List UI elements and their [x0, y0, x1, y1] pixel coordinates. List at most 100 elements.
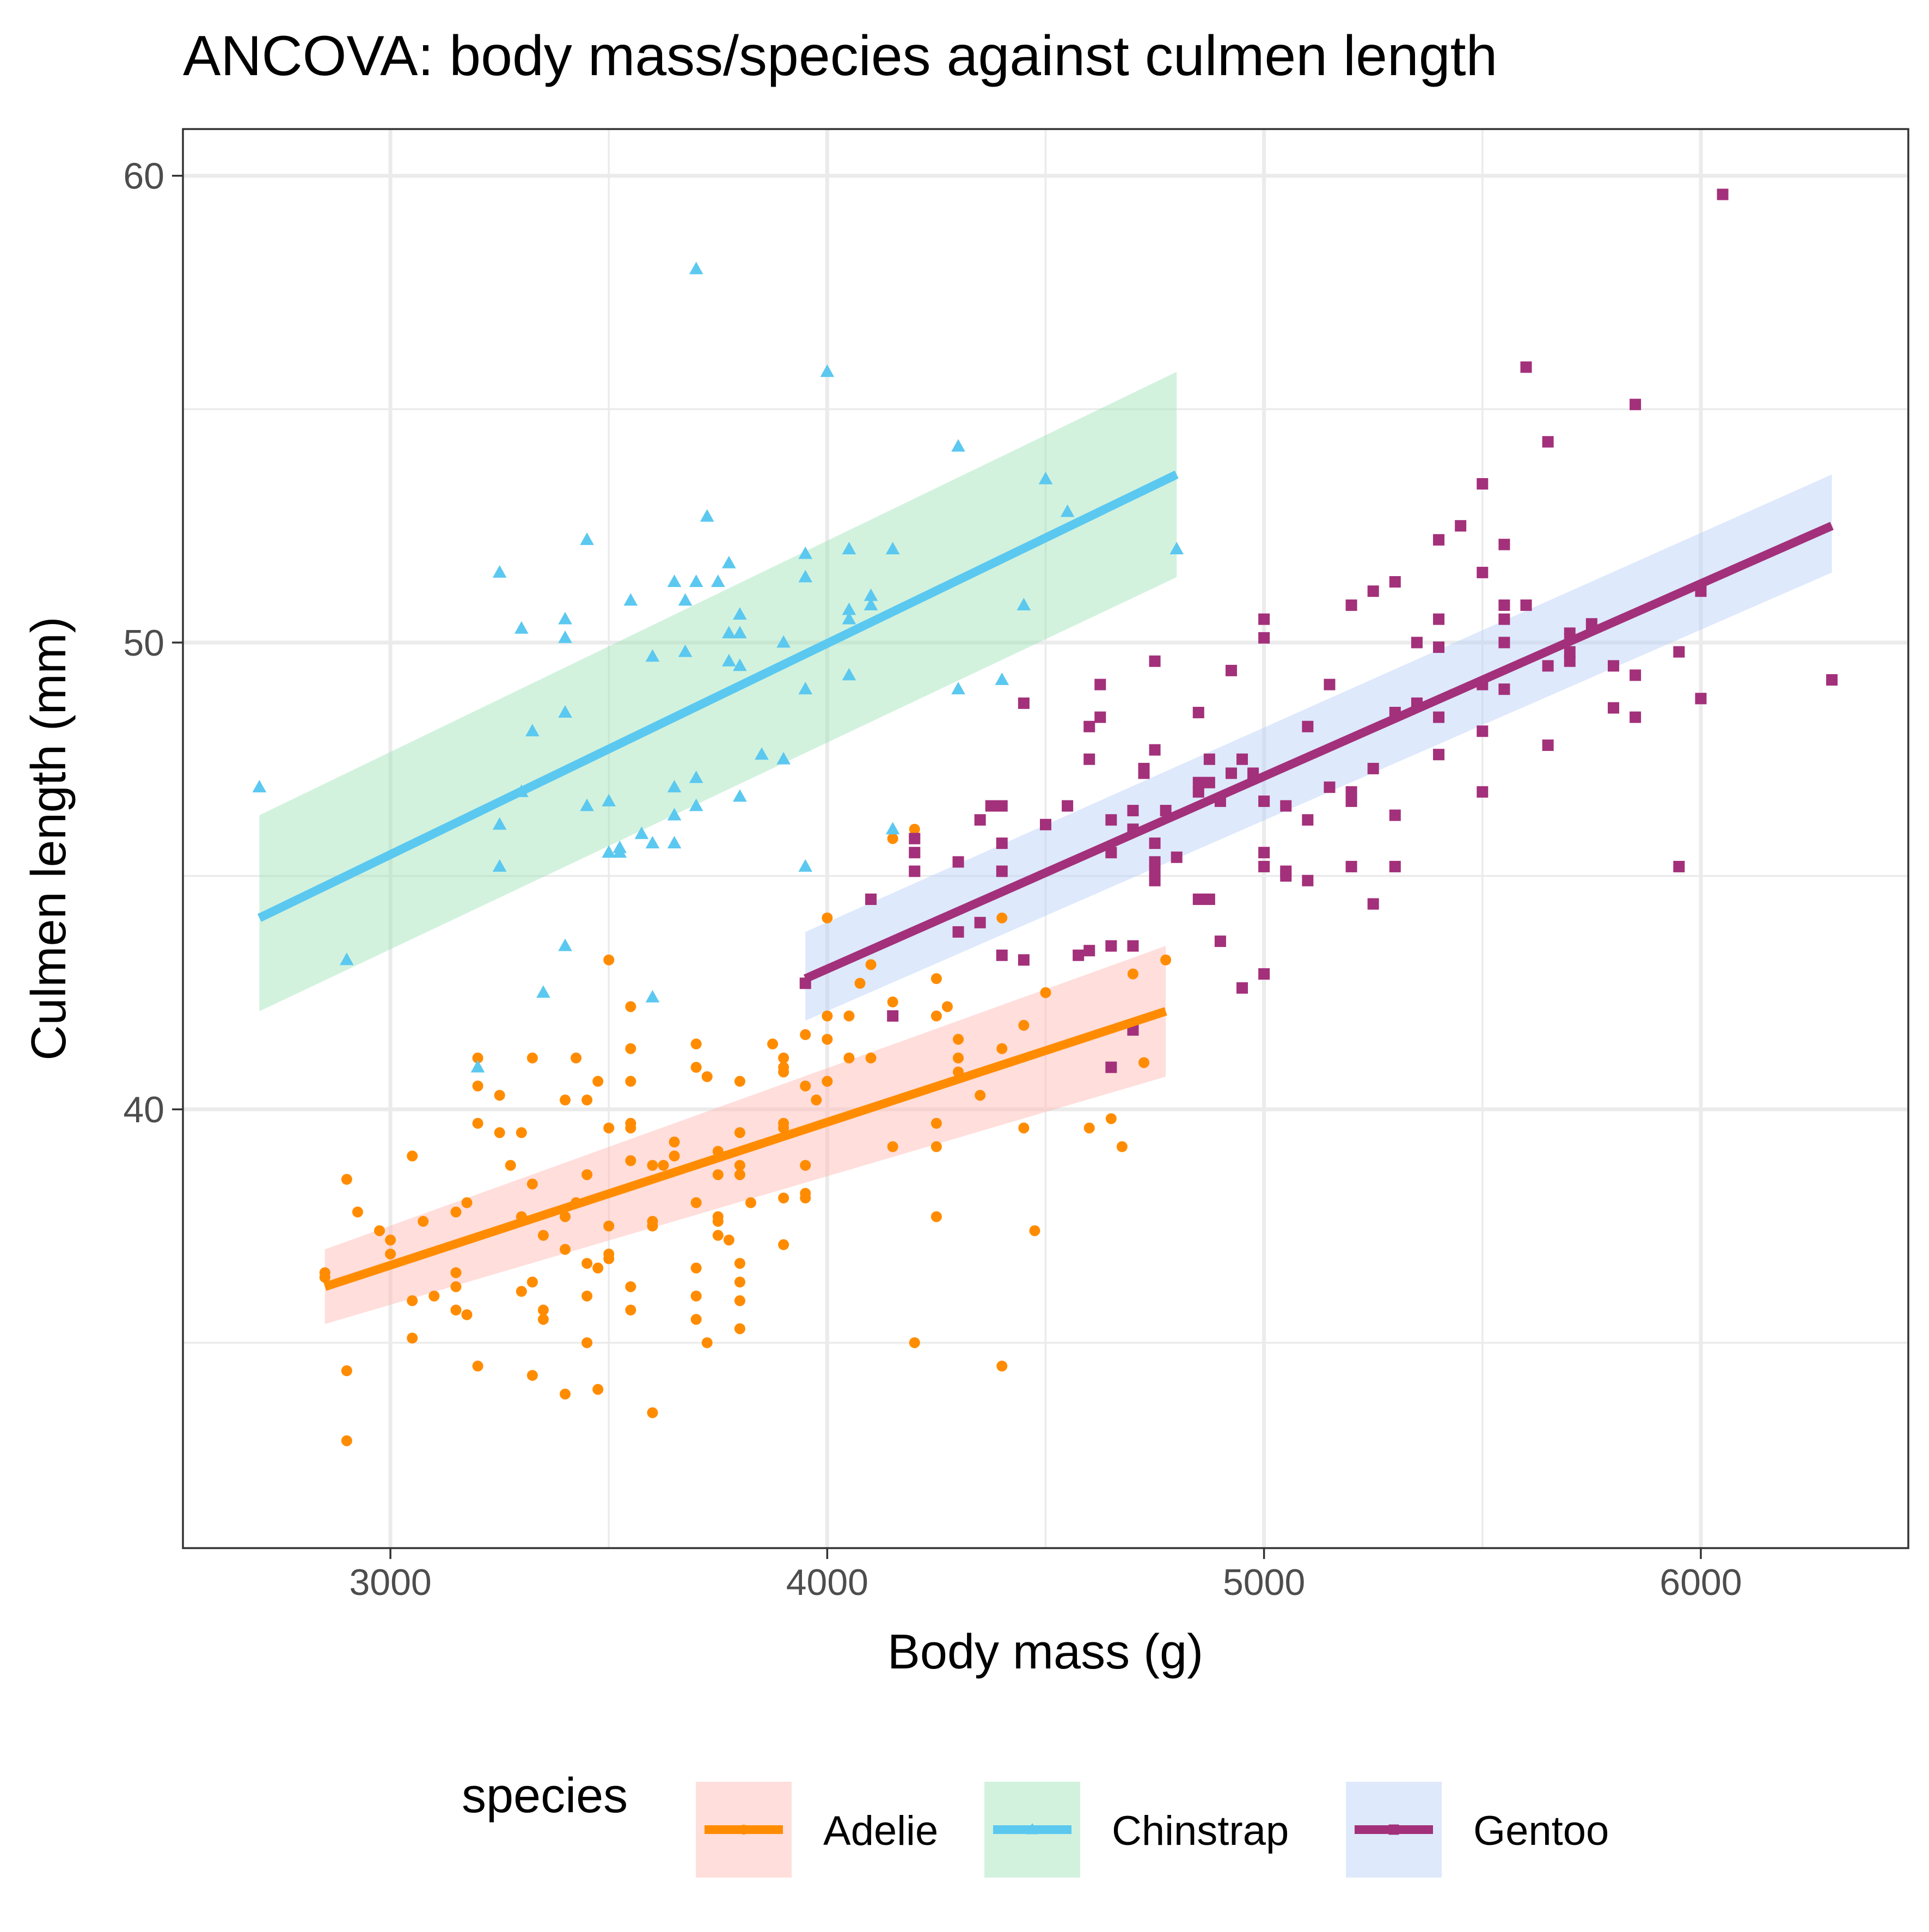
gentoo-data-point: [909, 847, 921, 859]
x-axis-title: Body mass (g): [887, 1625, 1203, 1679]
chinstrap-data-point: [580, 532, 594, 545]
gentoo-data-point: [1477, 566, 1489, 578]
chinstrap-data-point: [885, 542, 900, 554]
adelie-data-point: [559, 1095, 571, 1106]
adelie-data-point: [734, 1075, 745, 1087]
gentoo-data-point: [1345, 860, 1357, 872]
gentoo-data-point: [1477, 725, 1489, 737]
gentoo-data-point: [1433, 613, 1445, 625]
axes: 3000 4000 5000 6000 40 50 60: [123, 156, 1742, 1603]
adelie-data-point: [428, 1291, 440, 1302]
gentoo-data-point: [1607, 660, 1619, 672]
gentoo-data-point: [1302, 875, 1314, 886]
chinstrap-data-point: [492, 565, 507, 578]
adelie-data-point: [734, 1323, 745, 1335]
chinstrap-data-point: [776, 635, 791, 648]
adelie-data-point: [1029, 1225, 1040, 1237]
chinstrap-data-point: [864, 588, 878, 601]
adelie-data-point: [800, 1080, 811, 1092]
adelie-data-point: [450, 1281, 462, 1292]
gentoo-data-point: [1389, 576, 1401, 588]
gentoo-data-point: [1149, 875, 1161, 886]
gentoo-data-point: [1630, 399, 1642, 411]
adelie-data-point: [930, 1010, 942, 1022]
chart-title: ANCOVA: body mass/species against culmen…: [183, 25, 1497, 88]
adelie-data-point: [1040, 987, 1051, 998]
adelie-legend-key-marker: [739, 1825, 749, 1835]
chinstrap-data-point: [580, 798, 594, 811]
x-tick-label: 4000: [786, 1562, 868, 1603]
adelie-data-point: [734, 1295, 745, 1306]
adelie-data-point: [494, 1090, 505, 1101]
adelie-data-point: [734, 1169, 745, 1181]
adelie-data-point: [953, 1034, 964, 1045]
chinstrap-data-point: [492, 817, 507, 830]
gentoo-data-point: [1258, 860, 1270, 872]
gentoo-data-point: [1258, 968, 1270, 980]
adelie-data-point: [778, 1193, 789, 1204]
adelie-data-point: [734, 1258, 745, 1269]
adelie-data-point: [559, 1244, 571, 1255]
gentoo-data-point: [1138, 767, 1150, 779]
chinstrap-data-point: [842, 612, 856, 625]
gentoo-data-point: [1258, 632, 1270, 644]
adelie-data-point: [625, 1155, 636, 1166]
adelie-data-point: [1116, 1141, 1128, 1152]
gentoo-data-point: [1345, 786, 1357, 798]
chinstrap-data-point: [1016, 597, 1031, 610]
adelie-data-point: [385, 1248, 396, 1260]
gentoo-data-point: [985, 800, 997, 812]
adelie-data-point: [1138, 1057, 1150, 1068]
adelie-data-point: [581, 1337, 593, 1348]
adelie-data-point: [625, 1075, 636, 1087]
adelie-data-point: [930, 973, 942, 985]
data-points: [252, 188, 1838, 1446]
adelie-data-point: [767, 1038, 779, 1050]
chinstrap-data-point: [689, 574, 703, 587]
gentoo-data-point: [1083, 945, 1095, 957]
chinstrap-data-point: [798, 570, 813, 583]
chinstrap-data-point: [733, 658, 747, 671]
chinstrap-data-point: [634, 826, 649, 839]
chinstrap-data-point: [864, 597, 878, 610]
chinstrap-data-point: [492, 859, 507, 872]
adelie-data-point: [1018, 1122, 1030, 1134]
chinstrap-legend-label: Chinstrap: [1112, 1808, 1289, 1854]
adelie-data-point: [537, 1230, 549, 1241]
chinstrap-data-point: [645, 649, 660, 662]
adelie-data-point: [996, 1360, 1008, 1372]
adelie-data-point: [690, 1313, 702, 1325]
chinstrap-data-point: [798, 682, 813, 695]
adelie-data-point: [701, 1337, 713, 1348]
adelie-data-point: [822, 1034, 833, 1045]
adelie-data-point: [472, 1117, 483, 1129]
adelie-data-point: [571, 1052, 582, 1063]
chinstrap-data-point: [733, 626, 747, 639]
chinstrap-data-point: [711, 574, 725, 587]
adelie-data-point: [822, 1010, 833, 1022]
gentoo-data-point: [1105, 814, 1117, 826]
chinstrap-data-point: [689, 798, 703, 811]
gentoo-data-point: [1258, 613, 1270, 625]
adelie-data-point: [822, 1075, 833, 1087]
gentoo-data-point: [996, 865, 1008, 877]
adelie-data-point: [472, 1080, 483, 1092]
adelie-data-point: [647, 1220, 658, 1232]
chinstrap-data-point: [722, 555, 736, 568]
adelie-data-point: [450, 1206, 462, 1218]
adelie-legend-label: Adelie: [823, 1808, 938, 1854]
adelie-data-point: [526, 1276, 538, 1288]
chinstrap-data-point: [1169, 542, 1184, 554]
gentoo-data-point: [1083, 753, 1095, 765]
gentoo-data-point: [1203, 777, 1215, 788]
gentoo-data-point: [1192, 707, 1204, 719]
chinstrap-data-point: [340, 952, 354, 965]
adelie-data-point: [592, 1262, 604, 1274]
chinstrap-data-point: [995, 672, 1009, 685]
adelie-data-point: [930, 1117, 942, 1129]
gentoo-data-point: [1826, 674, 1838, 686]
gentoo-data-point: [1564, 655, 1576, 667]
gentoo-data-point: [1345, 599, 1357, 611]
chinstrap-data-point: [689, 261, 703, 274]
